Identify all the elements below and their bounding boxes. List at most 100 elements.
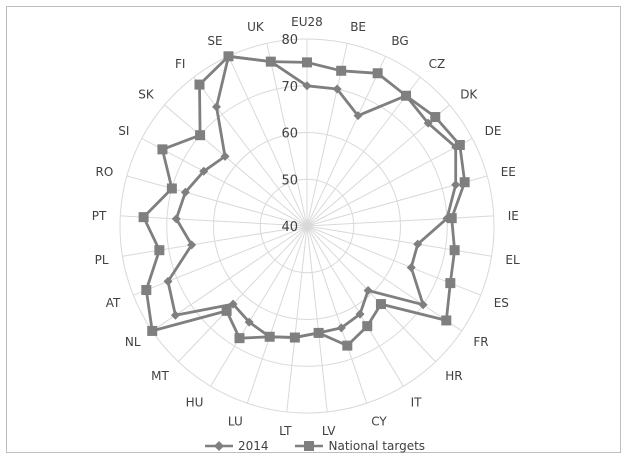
category-label: SE [207, 34, 222, 48]
data-point-square [362, 321, 373, 332]
legend-item-national-targets: National targets [294, 439, 425, 453]
data-point-diamond [170, 310, 180, 320]
data-point-square [454, 139, 465, 150]
data-point-square [195, 130, 206, 141]
data-point-square [265, 56, 276, 67]
grid-spoke [266, 43, 308, 227]
data-point-square [449, 245, 460, 256]
data-point-square [372, 68, 383, 79]
grid-spoke [306, 225, 463, 332]
data-point-square [264, 331, 275, 342]
category-label: LT [279, 424, 292, 435]
grid-spoke [120, 215, 308, 227]
legend-marker-diamond [204, 441, 233, 451]
category-label: RO [96, 165, 114, 179]
category-label: CY [371, 414, 387, 428]
grid-spoke [306, 56, 386, 227]
data-point-square [401, 90, 412, 101]
category-label: PT [92, 209, 107, 223]
grid-spoke [306, 137, 473, 227]
category-label: HR [445, 369, 462, 383]
grid-spoke [193, 76, 308, 227]
grid-spoke [306, 225, 436, 363]
radial-tick-label: 80 [281, 33, 298, 48]
category-label: CZ [429, 57, 446, 71]
category-label: DE [485, 124, 502, 138]
data-point-square [154, 245, 165, 256]
data-point-square [166, 183, 177, 194]
data-point-square [459, 177, 470, 188]
data-point-diamond [332, 84, 342, 94]
category-label: MT [151, 369, 169, 383]
grid-spoke [210, 225, 308, 387]
data-point-square [221, 305, 232, 316]
category-label: SI [118, 124, 129, 138]
grid-spoke [306, 215, 494, 227]
category-label: IT [411, 396, 423, 410]
category-label: SK [138, 87, 155, 101]
category-label: FR [473, 335, 488, 349]
category-label: IE [508, 209, 519, 223]
data-point-square [313, 327, 324, 338]
data-point-square [223, 51, 234, 62]
data-point-diamond [187, 240, 197, 250]
data-point-diamond [163, 276, 173, 286]
data-point-diamond [220, 151, 230, 161]
data-point-square [336, 65, 347, 76]
grid-spoke [178, 225, 308, 363]
data-point-diamond [353, 111, 363, 121]
data-point-square [430, 112, 441, 123]
grid-spoke [246, 225, 308, 404]
grid-spoke [306, 225, 368, 404]
legend-label: 2014 [237, 439, 269, 453]
radar-grid [119, 38, 495, 414]
data-point-square [441, 315, 452, 326]
data-point-square [194, 79, 205, 90]
category-label: AT [106, 296, 121, 310]
label-layer: 40 50 60 70 80 EU28 BE BG CZ DK DE EE IE EL ES FR HR IT CY… [92, 15, 520, 435]
category-label: FI [175, 57, 185, 71]
grid-spoke [306, 225, 404, 387]
data-point-square [141, 285, 152, 296]
data-point-diamond [302, 81, 312, 91]
grid-spoke [286, 225, 308, 412]
category-label: BE [350, 20, 366, 34]
category-label: HU [186, 396, 204, 410]
grid-spoke [306, 76, 421, 227]
data-point-square [375, 299, 386, 310]
grid-spoke [306, 225, 328, 412]
category-label: NL [125, 335, 141, 349]
category-label: EU28 [291, 15, 323, 29]
category-label: PL [95, 253, 109, 267]
grid-spoke [141, 137, 308, 227]
grid-spoke [164, 104, 308, 227]
radial-tick-label: 40 [281, 220, 298, 235]
category-label: UK [247, 20, 265, 34]
data-point-diamond [171, 214, 181, 224]
data-point-square [289, 332, 300, 343]
data-point-diamond [363, 285, 373, 295]
data-point-square [445, 278, 456, 289]
grid-spoke [133, 225, 308, 296]
category-label: EE [501, 165, 516, 179]
data-point-square [138, 212, 149, 223]
data-point-diamond [211, 102, 221, 112]
data-point-square [342, 340, 353, 351]
data-point-square [302, 57, 312, 68]
grid-spoke [228, 56, 308, 227]
data-point-diamond [355, 309, 365, 319]
data-point-diamond [451, 180, 461, 190]
legend-marker-square [295, 441, 324, 451]
legend-item-2014: 2014 [204, 439, 269, 453]
category-label: BG [391, 34, 408, 48]
grid-spoke [306, 225, 492, 257]
data-point-diamond [244, 317, 254, 327]
data-point-diamond [413, 239, 423, 249]
category-label: LV [322, 424, 336, 435]
grid-spoke [126, 175, 308, 227]
data-point-diamond [336, 323, 346, 333]
grid-spoke [122, 225, 308, 257]
category-label: DK [460, 87, 478, 101]
data-point-diamond [406, 263, 416, 273]
radial-tick-label: 60 [281, 127, 298, 142]
